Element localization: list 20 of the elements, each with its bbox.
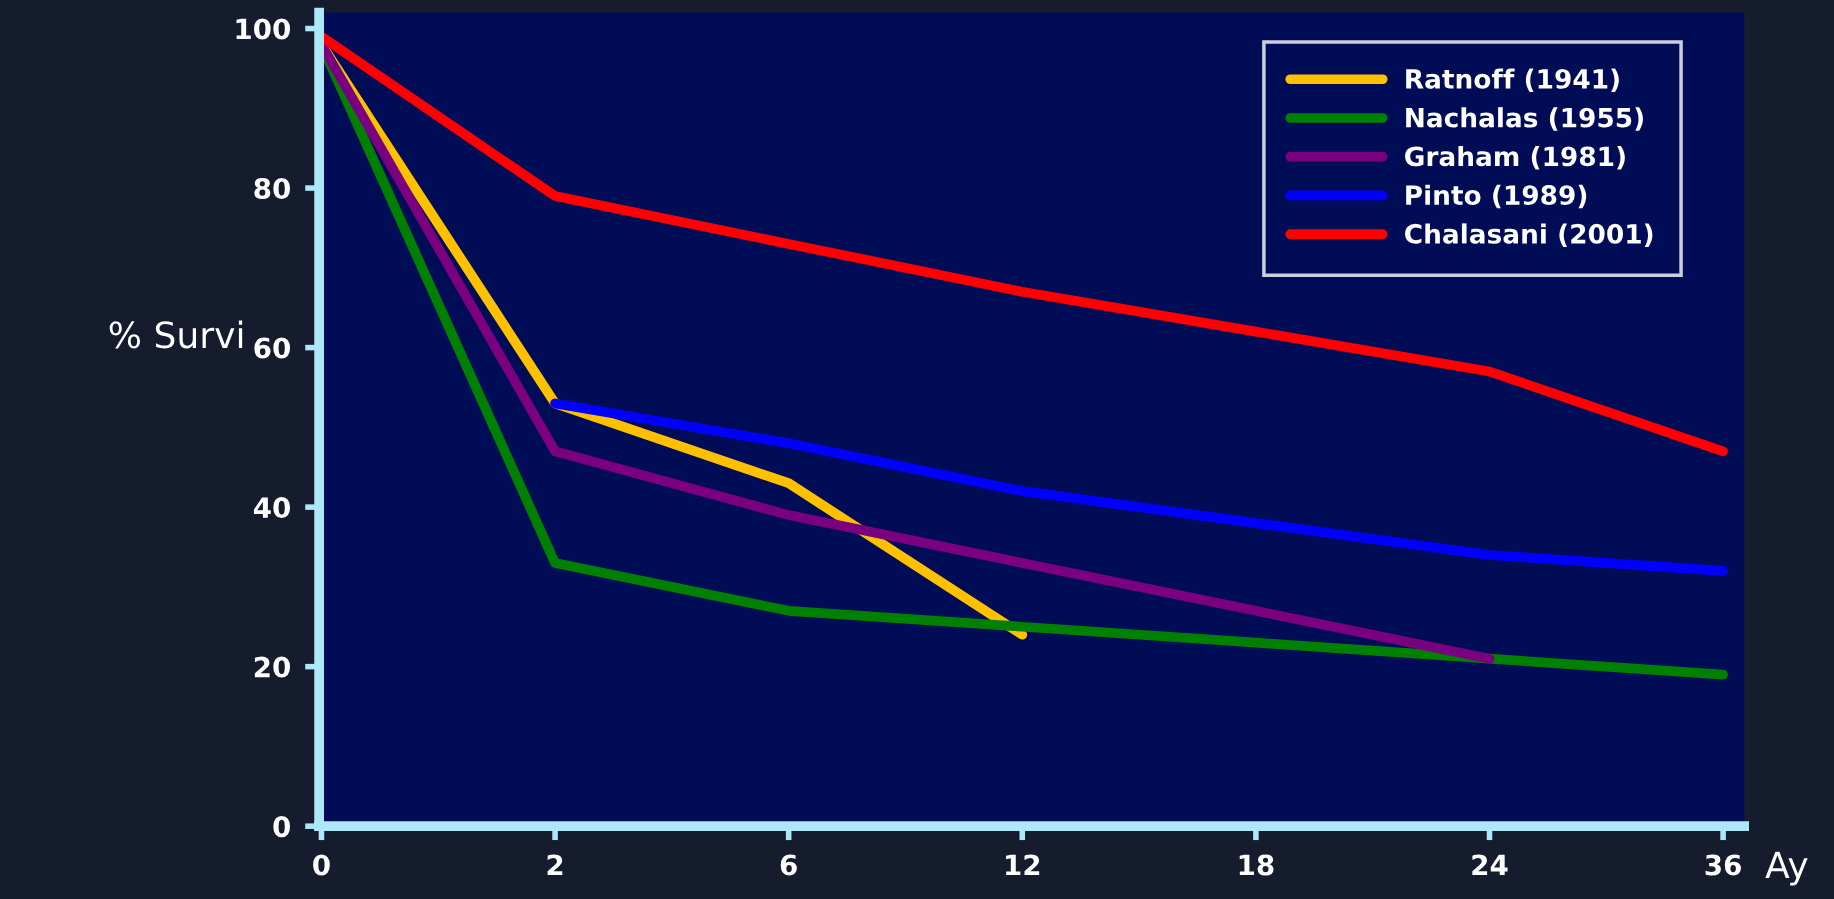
y-axis-title: % Survi [109, 320, 243, 349]
legend-label: Graham (1981) [1405, 145, 1625, 170]
y-tick-label: 0 [273, 816, 291, 838]
x-tick-label: 0 [313, 854, 330, 876]
x-tick-label: 12 [1006, 854, 1040, 876]
legend-label: Nachalas (1955) [1406, 107, 1643, 131]
legend-label: Pinto (1989) [1406, 184, 1587, 209]
legend-label: Ratnoff (1941) [1406, 68, 1619, 92]
y-tick-label: 60 [254, 337, 291, 359]
x-tick-label: 18 [1239, 854, 1274, 876]
x-tick-label: 2 [547, 854, 563, 876]
y-tick-label: 40 [253, 497, 291, 519]
x-tick-label: 36 [1705, 854, 1741, 876]
x-tick-label: 24 [1472, 854, 1508, 876]
y-tick-label: 100 [236, 18, 291, 40]
y-tick-label: 80 [254, 178, 291, 200]
legend-label: Chalasani (2001) [1405, 223, 1653, 247]
x-tick-label: 6 [780, 854, 797, 876]
x-axis-title: Ay [1765, 851, 1808, 886]
y-tick-label: 20 [254, 656, 291, 678]
